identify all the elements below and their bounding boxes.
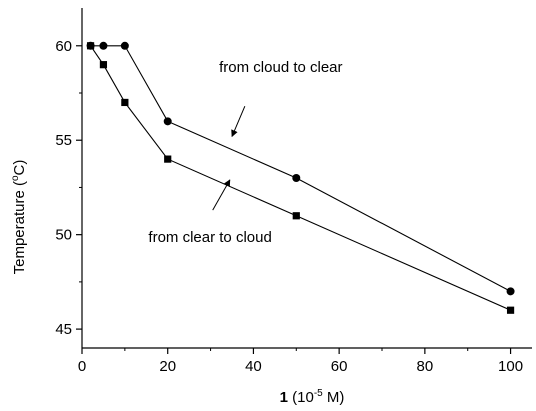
axes: 0 20 40 60 80 100 45 50 55 60 xyxy=(55,8,532,375)
annotation-1-label: from cloud to clear xyxy=(219,59,342,76)
series-1-line xyxy=(90,45,511,292)
series-lines xyxy=(90,45,511,311)
square-point xyxy=(292,212,300,220)
annotation-1-arrow xyxy=(231,106,246,138)
circle-point xyxy=(120,41,129,50)
x-axis-title-superscript: -5 xyxy=(314,388,323,399)
x-tick-label: 40 xyxy=(245,358,262,375)
x-axis-title-prefix: (10 xyxy=(288,389,314,406)
circle-point xyxy=(99,41,108,50)
square-point xyxy=(164,155,172,163)
series-2-line xyxy=(90,45,511,311)
series-markers xyxy=(86,41,515,314)
y-axis-title-suffix: C) xyxy=(11,160,28,176)
square-point xyxy=(121,98,129,107)
x-tick-label: 0 xyxy=(78,358,86,375)
y-axis-title-prefix: Temperature ( xyxy=(11,181,28,274)
annotations: from cloud to clear from clear to cloud xyxy=(148,59,342,246)
square-point xyxy=(506,306,515,314)
y-tick-label: 60 xyxy=(55,38,72,55)
x-axis-title-bold: 1 xyxy=(280,389,288,406)
y-tick-label: 55 xyxy=(55,132,72,149)
square-point xyxy=(99,61,108,69)
y-tick-label: 45 xyxy=(55,321,72,338)
x-tick-label: 80 xyxy=(417,358,434,375)
circle-point xyxy=(506,287,515,296)
annotation-2-arrow xyxy=(212,179,231,211)
y-axis-title: Temperature (oC) xyxy=(10,160,28,275)
x-axis-title-suffix: M) xyxy=(323,389,345,406)
circle-point xyxy=(163,117,172,126)
x-tick-label: 60 xyxy=(331,358,348,375)
y-tick-label: 50 xyxy=(55,227,72,244)
x-tick-label: 20 xyxy=(159,358,176,375)
x-tick-label: 100 xyxy=(498,358,523,375)
x-axis-title: 1 (10-5 M) xyxy=(280,388,345,406)
annotation-2-label: from clear to cloud xyxy=(148,229,271,246)
square-point xyxy=(86,42,95,50)
circle-point xyxy=(292,174,301,182)
y-axis-title-superscript: o xyxy=(10,175,21,181)
